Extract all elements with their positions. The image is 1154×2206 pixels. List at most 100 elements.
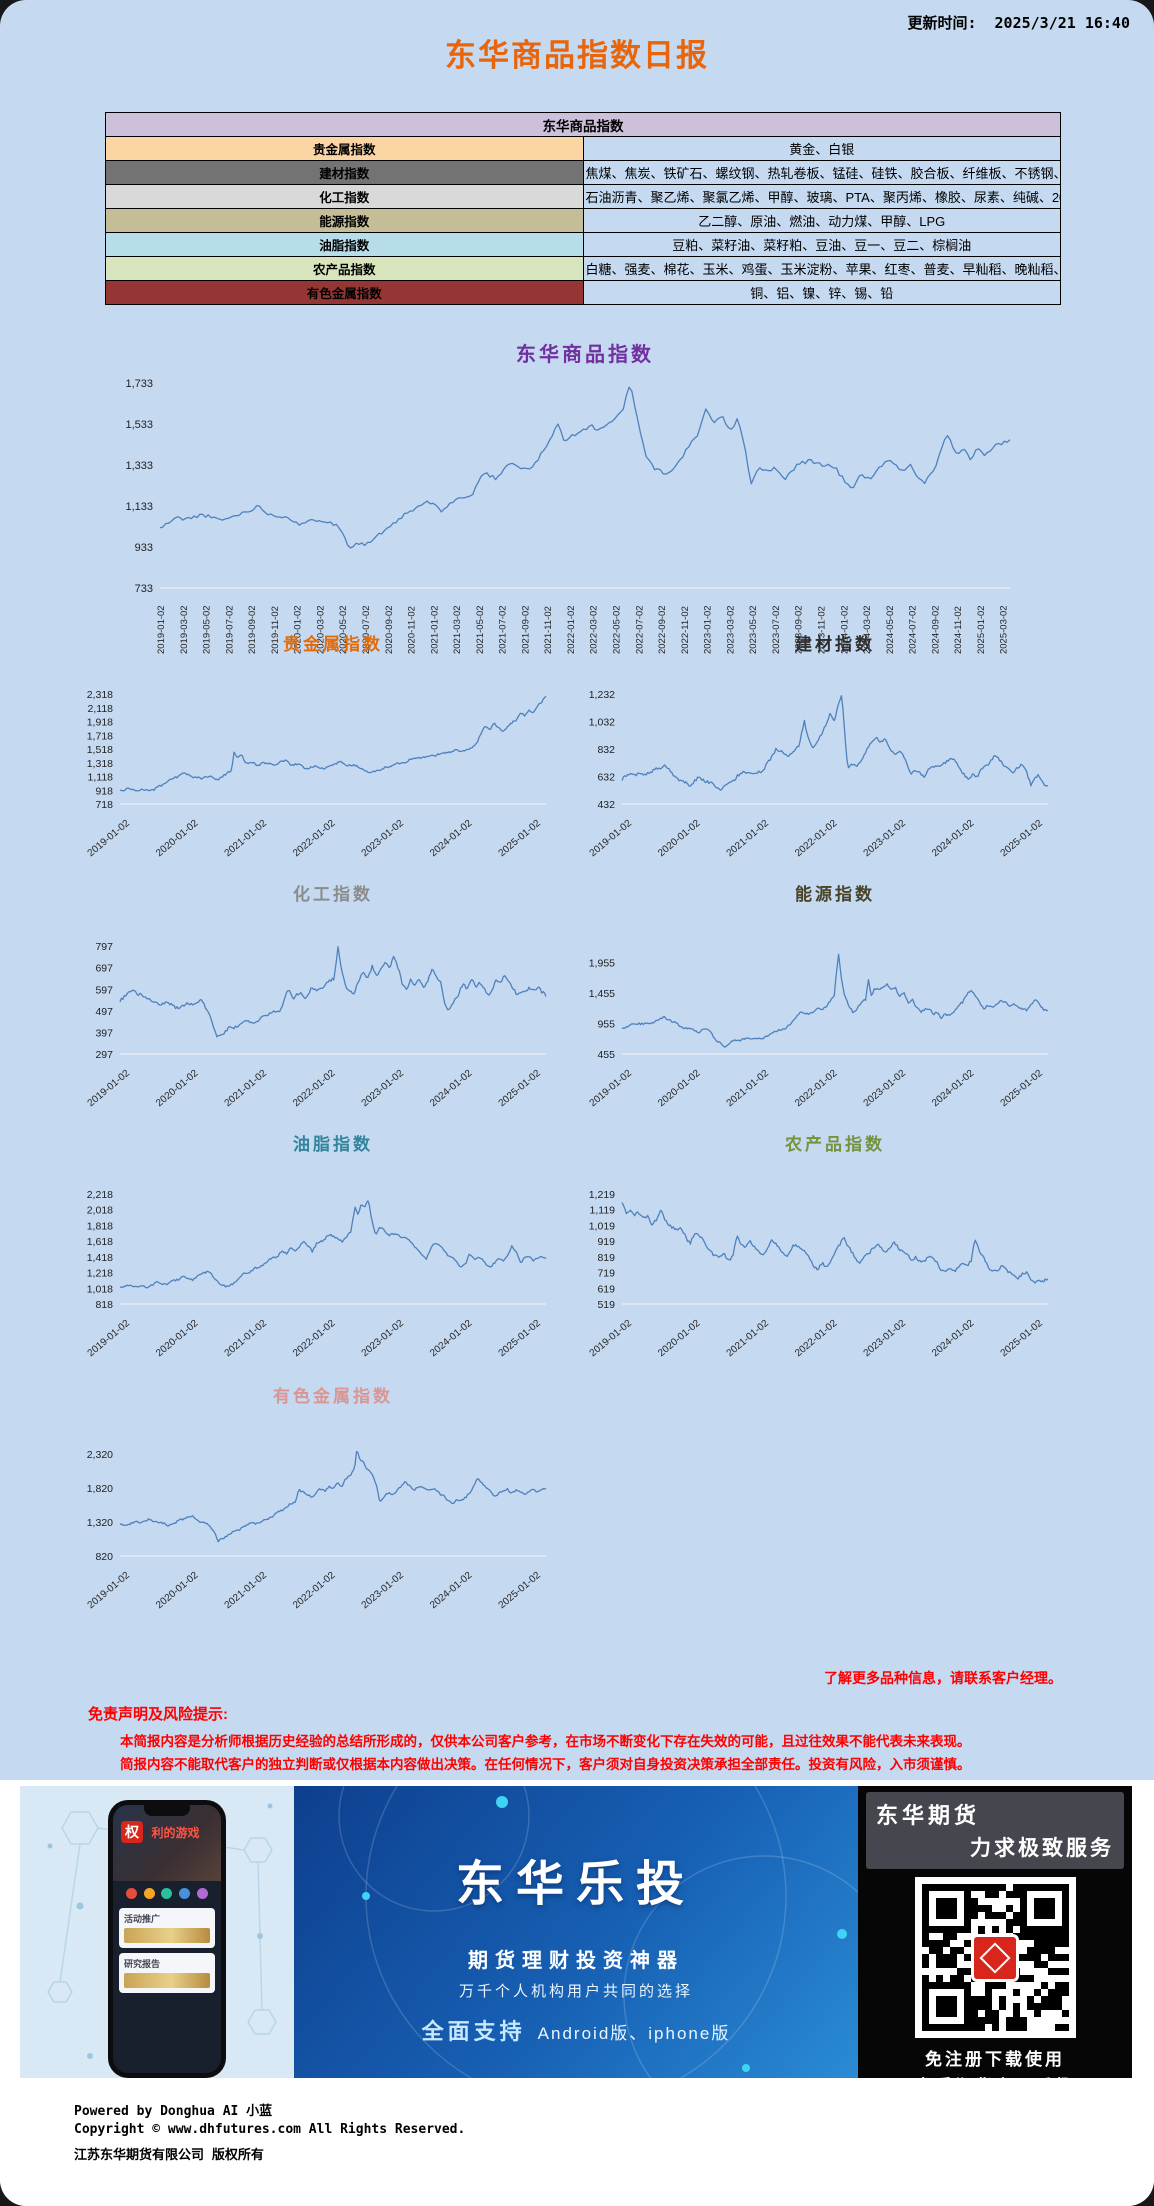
qr-module [1005, 1926, 1013, 1933]
qr-module [992, 1905, 999, 1912]
qr-module [950, 1919, 957, 1926]
app-card-label: 研究报告 [124, 1959, 161, 1969]
qr-module [999, 1905, 1006, 1912]
x-tick-label: 2021-01-02 [223, 1570, 270, 1612]
qr-module [970, 1912, 978, 1919]
y-axis-ticks: 733 933 1,133 1,333 1,533 1,733 [125, 378, 153, 595]
qr-module [1047, 1912, 1055, 1919]
qr-module [999, 1926, 1006, 1933]
qr-module [921, 2024, 929, 2031]
qr-module [1012, 2024, 1020, 2031]
x-tick-label: 2020-11-02 [407, 606, 418, 654]
banner-ad-panel[interactable]: 东华乐投 期货理财投资神器 万千个人机构用户共同的选择 全面支持 Android版… [294, 1786, 858, 2078]
qr-module [942, 1926, 950, 1933]
index-row-label: 建材指数 [105, 160, 584, 185]
qr-module [1020, 1996, 1027, 2003]
x-tick-label: 2025-01-02 [999, 818, 1046, 860]
qr-module [971, 1926, 978, 1933]
qr-module [1012, 2010, 1020, 2017]
qr-module [956, 1947, 964, 1954]
qr-module [950, 1968, 957, 1975]
x-tick-label: 2021-01-02 [725, 818, 772, 860]
qr-module [1033, 2003, 1041, 2010]
qr-module [921, 1940, 929, 1947]
qr-module [957, 1891, 964, 1898]
x-tick-label: 2023-03-02 [725, 605, 736, 654]
qr-module [1027, 1961, 1034, 1968]
qr-module [1061, 1982, 1069, 1989]
y-tick-label: 1,733 [125, 378, 153, 390]
qr-module [1034, 2017, 1041, 2024]
qr-module [929, 1996, 936, 2003]
qr-module [957, 1933, 964, 1940]
qr-module [1047, 1898, 1055, 1905]
qr-module [1027, 2024, 1034, 2031]
chart-precious-metals: 贵金属指数 718 918 1,118 1,318 1,518 1,718 1,918 2,11… [58, 620, 570, 866]
y-tick-label: 1,820 [87, 1483, 113, 1495]
qr-module [999, 2024, 1006, 2031]
qr-module [928, 1926, 936, 1933]
qr-module [978, 1912, 985, 1919]
x-axis-ticks: 2019-01-02 2020-01-02 2021-01-02 2022-01-02… [86, 1318, 544, 1360]
x-tick-label: 2021-01-02 [223, 1318, 270, 1360]
qr-module [929, 1968, 936, 1975]
x-tick-label: 2025-01-02 [976, 605, 987, 654]
app-icon [126, 1888, 138, 1899]
qr-module [1012, 1884, 1020, 1891]
phone-notch [144, 1805, 190, 1816]
x-tick-label: 2020-07-02 [361, 605, 372, 654]
qr-module [935, 1947, 943, 1954]
qr-module [963, 2017, 971, 2024]
qr-module [992, 1898, 999, 1905]
qr-module [970, 1996, 978, 2003]
qr-module [949, 1954, 957, 1961]
index-row-label: 油脂指数 [105, 232, 584, 257]
qr-module [978, 1891, 985, 1898]
qr-module [1033, 1989, 1041, 1996]
index-row-value: 铜、铝、镍、锌、锡、铅 [582, 280, 1061, 305]
qr-module [1054, 1926, 1062, 1933]
qr-module [1026, 1926, 1034, 1933]
y-tick-label: 619 [597, 1283, 615, 1295]
qr-module [991, 1891, 999, 1898]
qr-module [929, 1912, 936, 1919]
y-tick-label: 2,218 [87, 1189, 113, 1201]
promo-banner: 权 利的游戏 活动推广 研究报告 [20, 1786, 1132, 2096]
y-tick-label: 1,418 [87, 1252, 113, 1264]
x-tick-label: 2024-01-02 [428, 1068, 475, 1110]
banner-app-panel[interactable]: 权 利的游戏 活动推广 研究报告 [20, 1786, 294, 2078]
qr-module [921, 1975, 929, 1982]
x-tick-label: 2023-05-02 [748, 605, 759, 654]
qr-module [984, 2010, 992, 2017]
x-tick-label: 2021-03-02 [452, 605, 463, 654]
qr-module [1054, 1884, 1062, 1891]
qr-module [1055, 2017, 1062, 2024]
x-tick-label: 2023-01-02 [360, 818, 407, 860]
qr-module [1055, 1905, 1062, 1912]
qr-module [985, 1898, 992, 1905]
qr-module [1048, 1961, 1055, 1968]
qr-module [1034, 1891, 1041, 1898]
qr-module [1047, 1989, 1055, 1996]
y-tick-label: 1,918 [87, 717, 113, 729]
qr-module [991, 2024, 999, 2031]
y-tick-label: 919 [597, 1236, 615, 1248]
orbit-decoration [338, 1786, 858, 2078]
banner-qr-panel[interactable]: 东华期货 力求极致服务 免注册下载使用 享受期货交易乐趣 [858, 1786, 1132, 2096]
qr-module [1061, 1933, 1069, 1940]
app-card-thumbnail [124, 1928, 210, 1943]
ad-tagline-1: 期货理财投资神器 [468, 1950, 684, 1972]
qr-center-logo [971, 1933, 1019, 1982]
ad-platforms-list: Android版、iphone版 [537, 2024, 731, 2043]
qr-module [1019, 1919, 1027, 1926]
qr-module [1047, 1968, 1055, 1975]
qr-module [1054, 1940, 1062, 1947]
y-tick-label: 2,320 [87, 1449, 113, 1461]
qr-module [971, 1919, 978, 1926]
chart-canvas: 818 1,018 1,218 1,418 1,618 1,818 2,018 2,218 20… [86, 1189, 547, 1360]
qr-module [1040, 1905, 1048, 1912]
x-tick-label: 2019-09-02 [247, 605, 258, 654]
qr-module [984, 1989, 992, 1996]
x-axis-ticks: 2019-01-02 2020-01-02 2021-01-02 2022-01-02… [588, 1068, 1046, 1110]
